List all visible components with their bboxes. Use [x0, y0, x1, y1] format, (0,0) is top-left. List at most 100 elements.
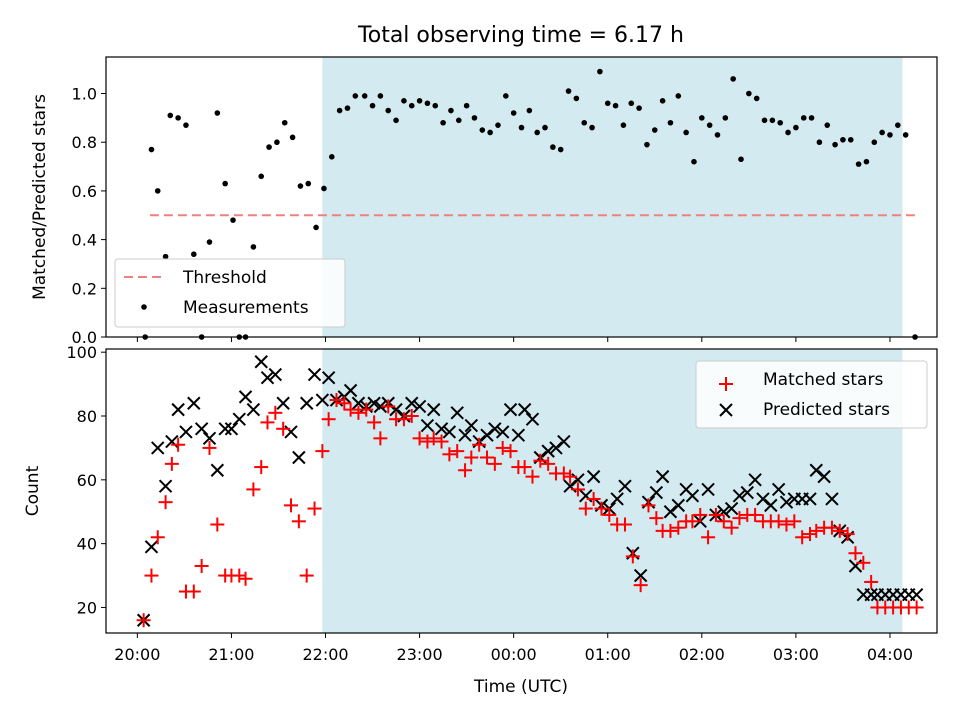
matched-point — [533, 453, 548, 468]
bottom-y-tick-label: 100 — [66, 343, 97, 362]
predicted-point — [825, 492, 839, 506]
matched-point — [641, 498, 656, 513]
measurement-point — [761, 117, 768, 124]
predicted-point — [450, 406, 464, 420]
top-plot-points — [142, 68, 918, 340]
x-tick-label: 22:00 — [302, 645, 348, 664]
measurement-point — [855, 161, 862, 167]
measurement-point — [604, 100, 611, 107]
matched-point — [787, 514, 802, 529]
matched-point — [307, 501, 322, 516]
matched-point — [809, 523, 824, 538]
matched-point — [685, 514, 700, 529]
measurement-point — [871, 139, 878, 146]
predicted-point — [909, 588, 924, 602]
measurement-point — [479, 127, 486, 133]
measurement-point — [863, 158, 870, 165]
measurement-point — [175, 115, 181, 121]
predicted-point — [187, 396, 201, 410]
bottom-axes-frame — [105, 348, 938, 634]
measurement-point — [183, 122, 189, 128]
bottom-y-tick-label: 80 — [77, 407, 97, 426]
matched-point — [832, 523, 847, 538]
top-axes-frame — [105, 56, 938, 338]
matched-point — [238, 571, 253, 586]
measurement-point — [659, 98, 666, 104]
measurement-point — [542, 124, 548, 131]
matched-point — [671, 520, 686, 535]
predicted-point — [292, 450, 306, 465]
predicted-point — [803, 492, 817, 506]
matched-point — [563, 469, 578, 484]
predicted-point — [764, 498, 778, 513]
predicted-point — [373, 399, 388, 414]
matched-point — [321, 412, 336, 427]
measurement-point — [683, 129, 689, 136]
measurement-point — [816, 139, 823, 146]
predicted-point — [685, 489, 700, 503]
predicted-point — [412, 399, 427, 414]
measurement-point — [785, 129, 791, 136]
matched-point — [404, 409, 419, 424]
measurement-point — [162, 253, 169, 260]
legend-threshold-label: Threshold — [182, 268, 267, 288]
predicted-point — [557, 434, 571, 449]
measurement-point — [769, 117, 776, 124]
top-y-tick-label: 0.6 — [72, 182, 97, 201]
predicted-point — [549, 441, 563, 455]
measurement-point — [589, 124, 595, 131]
predicted-point — [517, 402, 532, 417]
x-tick-label: 23:00 — [397, 645, 443, 664]
matched-point — [254, 460, 269, 475]
predicted-point — [864, 588, 878, 602]
predicted-point — [480, 428, 494, 442]
predicted-point — [748, 473, 762, 487]
measurement-point — [612, 102, 619, 109]
measurement-point — [510, 110, 517, 116]
top-y-tick-label: 0.4 — [72, 231, 97, 250]
predicted-point — [649, 485, 664, 500]
matched-point — [693, 507, 708, 522]
measurement-point — [487, 129, 493, 136]
predicted-point — [610, 492, 624, 506]
matched-point — [367, 415, 382, 430]
bottom-y-tick-label: 60 — [77, 471, 97, 490]
matched-point — [771, 514, 786, 529]
measurement-point — [636, 105, 642, 111]
measurement-point — [565, 88, 572, 94]
predicted-point — [732, 489, 747, 503]
measurement-point — [518, 124, 525, 131]
predicted-point — [405, 396, 419, 410]
matched-point — [864, 574, 879, 589]
predicted-point — [158, 479, 173, 493]
predicted-point — [633, 568, 648, 583]
predicted-point — [351, 396, 366, 410]
matched-point — [594, 501, 609, 516]
measurement-point — [777, 119, 784, 126]
matched-point — [210, 517, 225, 532]
matched-point — [724, 520, 739, 535]
matched-point — [663, 523, 678, 538]
predicted-point — [541, 444, 555, 458]
x-tick-label: 03:00 — [773, 645, 819, 664]
matched-point — [284, 498, 299, 513]
measurement-point — [753, 95, 760, 102]
x-tick-label: 02:00 — [679, 645, 725, 664]
predicted-point — [434, 422, 449, 436]
matched-point — [716, 514, 731, 529]
predicted-point — [655, 469, 670, 484]
matched-point — [202, 440, 217, 455]
measurement-point — [526, 107, 533, 114]
measurement-point — [675, 93, 682, 99]
matched-point — [495, 440, 510, 455]
top-y-tick-label: 0.0 — [72, 328, 97, 347]
top-shaded-window — [322, 57, 903, 337]
predicted-point — [663, 505, 678, 519]
measurement-point — [691, 158, 697, 165]
predicted-point — [724, 501, 739, 516]
predicted-point — [165, 434, 179, 449]
matched-point — [329, 393, 344, 408]
matched-point — [824, 520, 839, 535]
matched-point — [472, 437, 487, 452]
measurement-point — [206, 239, 213, 245]
